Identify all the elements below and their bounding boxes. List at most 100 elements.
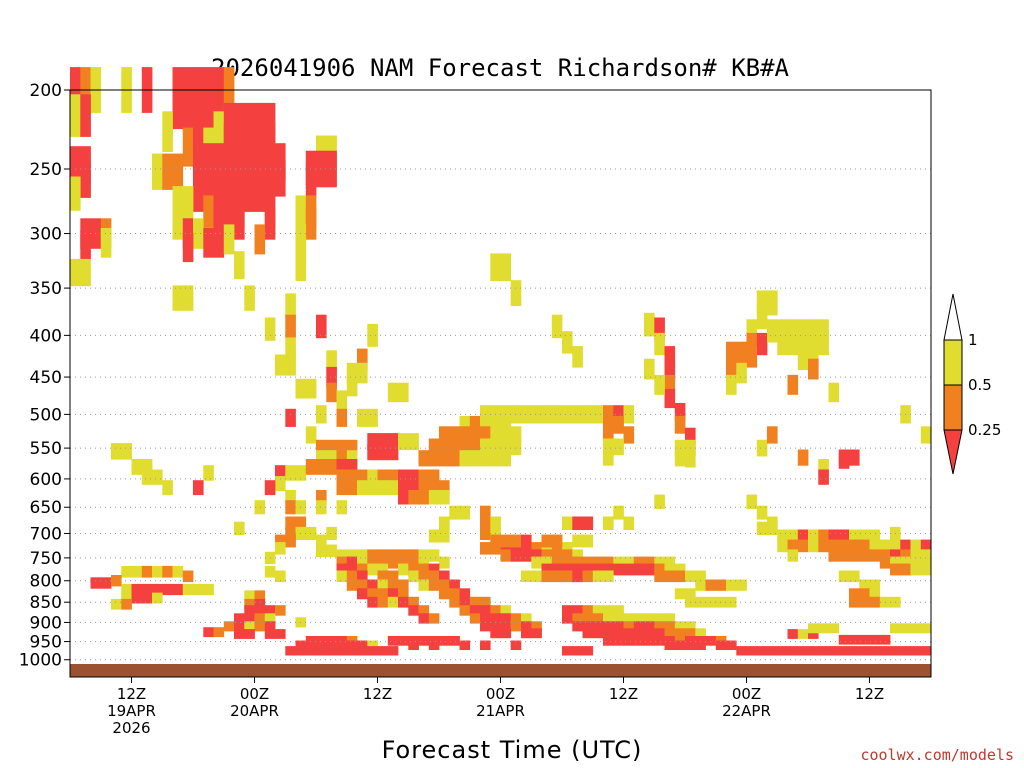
heatmap-cell — [305, 526, 317, 540]
heatmap-cell — [480, 505, 491, 520]
heatmap-cell — [244, 598, 255, 610]
heatmap-cell — [541, 556, 553, 569]
heatmap-cell — [685, 621, 696, 632]
heatmap-cell — [182, 127, 194, 167]
heatmap-cell — [264, 317, 276, 341]
y-tick-label: 800 — [30, 572, 62, 592]
heatmap-cell — [131, 583, 143, 596]
heatmap-cell — [152, 583, 163, 596]
heatmap-cell — [193, 583, 204, 596]
heatmap-cell — [244, 177, 255, 212]
heatmap-cell — [572, 563, 583, 576]
heatmap-cell — [408, 490, 419, 505]
heatmap-cell — [572, 605, 583, 616]
heatmap-cell — [203, 583, 214, 596]
heatmap-cell — [562, 542, 573, 555]
chart-title: 2026041906 NAM Forecast Richardson# KB#A — [211, 54, 790, 82]
heatmap-cell — [818, 332, 829, 356]
heatmap-cell — [295, 640, 307, 650]
y-tick-label: 900 — [30, 613, 62, 633]
heatmap-cell — [234, 177, 245, 212]
heatmap-cell — [357, 646, 368, 656]
heatmap-cell — [521, 534, 532, 548]
heatmap-cell — [613, 605, 624, 616]
heatmap-cell — [849, 596, 860, 608]
heatmap-cell — [613, 628, 624, 639]
heatmap-cell — [582, 621, 594, 632]
heatmap-cell — [480, 450, 491, 467]
heatmap-cell — [910, 646, 922, 656]
heatmap-cell — [469, 613, 481, 624]
heatmap-cell — [695, 628, 706, 639]
heatmap-cell — [838, 570, 850, 583]
heatmap-cell — [890, 623, 901, 634]
heatmap-cell — [398, 563, 409, 576]
colorbar-legend: 1 0.5 0.25 — [943, 293, 1001, 475]
heatmap-cell — [797, 449, 809, 466]
heatmap-cell — [336, 408, 348, 427]
source-credit: coolwx.com/models — [860, 746, 1014, 764]
heatmap-cell — [264, 565, 276, 578]
heatmap-cell — [572, 570, 583, 583]
heatmap-cell — [203, 177, 214, 212]
heatmap-cell — [582, 534, 594, 548]
heatmap-cell — [603, 556, 614, 569]
heatmap-cell — [316, 450, 327, 467]
heatmap-cell — [357, 362, 368, 384]
heatmap-cell — [654, 621, 665, 632]
heatmap-cell — [336, 450, 348, 467]
heatmap-cell — [521, 405, 532, 424]
heatmap-cell — [100, 577, 112, 589]
heatmap-cell — [644, 563, 655, 576]
heatmap-cell — [562, 549, 573, 562]
heatmap-cell — [562, 605, 573, 616]
heatmap-cell — [326, 450, 337, 467]
heatmap-cell — [244, 621, 255, 632]
heatmap-cell — [213, 177, 225, 212]
heatmap-cell — [428, 563, 440, 576]
legend-tick-label: 0.25 — [968, 421, 1001, 439]
heatmap-cell — [603, 628, 614, 639]
heatmap-cell — [674, 621, 686, 632]
heatmap-cell — [674, 628, 686, 639]
heatmap-cell — [910, 539, 922, 553]
heatmap-cell — [756, 521, 768, 535]
heatmap-cell — [295, 465, 307, 481]
heatmap-cell — [828, 382, 840, 403]
heatmap-cell — [480, 621, 491, 632]
heatmap-cell — [357, 640, 368, 650]
heatmap-cell — [664, 640, 676, 650]
heatmap-cell — [336, 640, 348, 650]
heatmap-cell — [838, 646, 850, 656]
heatmap-cell — [254, 224, 266, 255]
heatmap-cell — [203, 228, 214, 258]
heatmap-cell — [367, 549, 378, 562]
heatmap-cell — [418, 469, 430, 485]
heatmap-cell — [398, 549, 409, 562]
heatmap-cell — [346, 549, 358, 562]
heatmap-cell — [357, 570, 368, 583]
heatmap-cell — [869, 596, 881, 608]
heatmap-cell — [685, 588, 696, 600]
heatmap-cell — [162, 111, 173, 152]
heatmap-cell — [326, 640, 337, 650]
heatmap-cell — [244, 629, 255, 639]
heatmap-cell — [141, 592, 153, 604]
heatmap-cell — [336, 390, 348, 410]
heatmap-cell — [849, 646, 860, 656]
heatmap-cell — [254, 590, 266, 602]
heatmap-cell — [797, 319, 809, 343]
heatmap-cell — [377, 588, 389, 600]
heatmap-cell — [654, 317, 665, 341]
heatmap-cell — [316, 150, 327, 188]
heatmap-cell — [787, 332, 799, 356]
heatmap-cell — [193, 480, 204, 496]
heatmap-cell — [418, 636, 430, 646]
heatmap-cell — [490, 605, 501, 616]
heatmap-cell — [295, 253, 307, 282]
heatmap-cell — [787, 319, 799, 343]
heatmap-cell — [408, 556, 419, 569]
heatmap-cell — [633, 556, 645, 569]
heatmap-cell — [490, 628, 501, 639]
heatmap-cell — [295, 195, 307, 228]
